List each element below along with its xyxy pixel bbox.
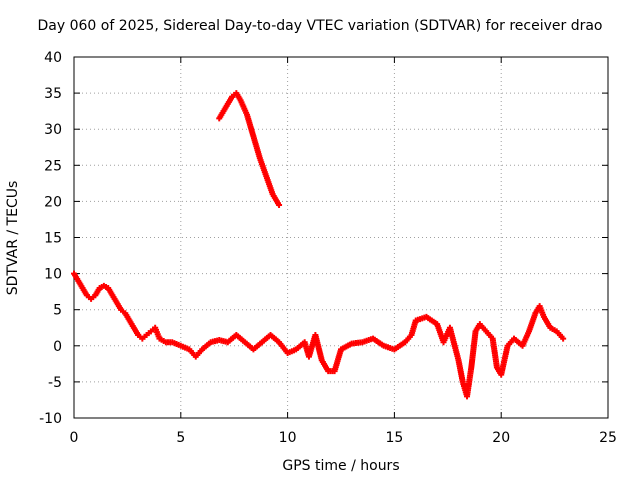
y-tick-label: 15 — [44, 231, 62, 247]
data-points — [71, 90, 567, 400]
y-axis-label: SDTVAR / TECUs — [5, 180, 21, 296]
data-point — [560, 335, 567, 342]
x-tick-label: 10 — [279, 430, 297, 446]
x-tick-label: 0 — [70, 430, 79, 446]
x-tick-label: 25 — [599, 430, 617, 446]
data-point — [276, 202, 283, 209]
y-tick-label: 0 — [53, 339, 62, 355]
x-tick-label: 20 — [492, 430, 510, 446]
y-tick-label: 35 — [44, 86, 62, 102]
y-tick-label: 5 — [53, 303, 62, 319]
y-tick-label: -5 — [48, 375, 62, 391]
y-tick-label: 30 — [44, 122, 62, 138]
y-tick-label: 20 — [44, 194, 62, 210]
y-tick-label: 10 — [44, 267, 62, 283]
y-tick-label: 40 — [44, 50, 62, 66]
y-tick-label: -10 — [39, 411, 62, 427]
x-axis-label: GPS time / hours — [282, 458, 400, 474]
x-tick-label: 5 — [176, 430, 185, 446]
grid-lines — [74, 57, 608, 418]
chart-title: Day 060 of 2025, Sidereal Day-to-day VTE… — [37, 18, 603, 34]
axis-ticks: 0 5 10 15 20 25 -10 -5 0 5 10 15 20 25 30 35 40 — [39, 50, 617, 446]
y-tick-label: 25 — [44, 158, 62, 174]
x-tick-label: 15 — [385, 430, 403, 446]
